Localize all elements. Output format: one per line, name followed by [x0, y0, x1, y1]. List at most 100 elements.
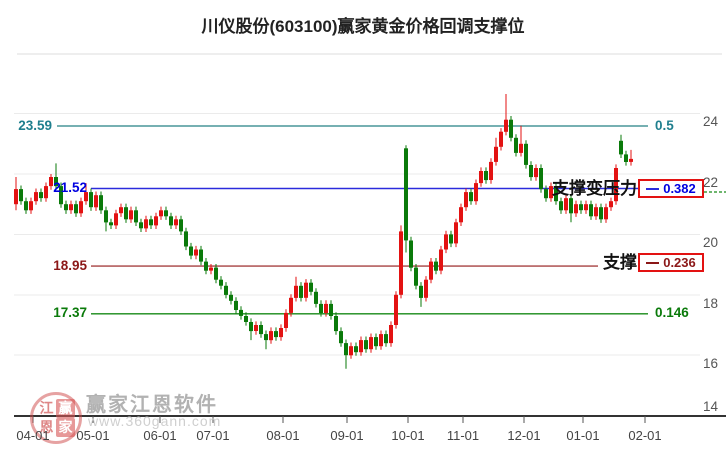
candle [464, 188, 468, 211]
candle [199, 245, 203, 266]
candle [259, 321, 263, 338]
candle [304, 279, 308, 302]
candle [284, 309, 288, 332]
candle [299, 282, 303, 302]
candle [74, 200, 78, 217]
candle [504, 94, 508, 136]
candle [124, 203, 128, 223]
candle [339, 327, 343, 347]
x-axis-label: 10-01 [391, 428, 425, 443]
candle [314, 288, 318, 308]
x-axis-label: 09-01 [330, 428, 364, 443]
candle [174, 215, 178, 229]
candle [534, 164, 538, 181]
candle [579, 200, 583, 214]
candle [139, 218, 143, 232]
candle [419, 282, 423, 307]
y-axis-label: 18 [703, 296, 719, 311]
candle [279, 324, 283, 341]
candle [254, 321, 258, 335]
candle [529, 161, 533, 181]
candle [444, 230, 448, 254]
x-axis-label: 01-01 [566, 428, 600, 443]
candle [154, 212, 158, 229]
candle [599, 203, 603, 223]
candle [64, 200, 68, 214]
candle [209, 264, 213, 275]
candle [19, 185, 23, 205]
candle [269, 327, 273, 344]
candle [229, 291, 233, 305]
candle [474, 179, 478, 205]
y-axis-label: 20 [703, 235, 719, 250]
candle [359, 336, 363, 356]
y-axis-label: 22 [703, 175, 719, 190]
candle [594, 203, 598, 220]
candle [399, 225, 403, 299]
candle [584, 200, 588, 214]
candle [364, 336, 368, 353]
candle [624, 150, 628, 166]
candle [479, 167, 483, 187]
candle [89, 188, 93, 211]
annotation-support-becomes-resistance: 支撑变压力 [552, 179, 637, 198]
candle [324, 300, 328, 317]
candle [494, 137, 498, 166]
candle [319, 300, 323, 317]
candle [159, 206, 163, 220]
x-axis-label: 04-01 [16, 428, 50, 443]
candle [149, 215, 153, 229]
fib-price-label-21-52: 21.52 [53, 180, 87, 195]
candle [574, 200, 578, 217]
candle [289, 294, 293, 317]
candle [414, 264, 418, 290]
annotation-support: 支撑 [603, 253, 637, 272]
fib-ratio-value-0-236: 0.236 [663, 255, 696, 270]
candle [404, 145, 408, 253]
candle [54, 163, 58, 190]
candle [294, 276, 298, 302]
candle [119, 203, 123, 217]
candle [544, 185, 548, 202]
candle [264, 330, 268, 350]
candle [564, 194, 568, 214]
candle [309, 279, 313, 296]
candle [194, 245, 198, 260]
candle [109, 218, 113, 229]
candle [459, 203, 463, 226]
candle [79, 197, 83, 217]
fib-price-label-18-95: 18.95 [53, 258, 87, 273]
candle [614, 164, 618, 205]
candle [204, 258, 208, 275]
candle [104, 206, 108, 232]
fib-price-label-17-37: 17.37 [53, 305, 87, 320]
candle [239, 306, 243, 320]
candle [129, 206, 133, 223]
candle [344, 339, 348, 369]
candle [94, 191, 98, 211]
candle [429, 258, 433, 284]
candle [539, 164, 543, 193]
x-axis-label: 11-01 [446, 428, 480, 443]
candle [144, 215, 148, 232]
candle [349, 342, 353, 359]
candle [374, 333, 378, 350]
candle [219, 276, 223, 290]
y-axis-label: 24 [703, 114, 719, 129]
level-dash-icon [646, 261, 660, 264]
x-axis-label: 05-01 [76, 428, 110, 443]
candle [554, 182, 558, 205]
candle [334, 312, 338, 335]
fib-price-label-23-59: 23.59 [18, 118, 52, 133]
candle [519, 125, 523, 157]
candle [39, 188, 43, 202]
fib-ratio-label-0-146: 0.146 [655, 305, 689, 320]
candle [234, 297, 238, 314]
candle [329, 300, 333, 320]
y-axis-label: 14 [703, 399, 719, 414]
candle [449, 230, 453, 248]
candle [44, 182, 48, 202]
candle [59, 182, 63, 208]
y-axis-label: 16 [703, 356, 719, 371]
